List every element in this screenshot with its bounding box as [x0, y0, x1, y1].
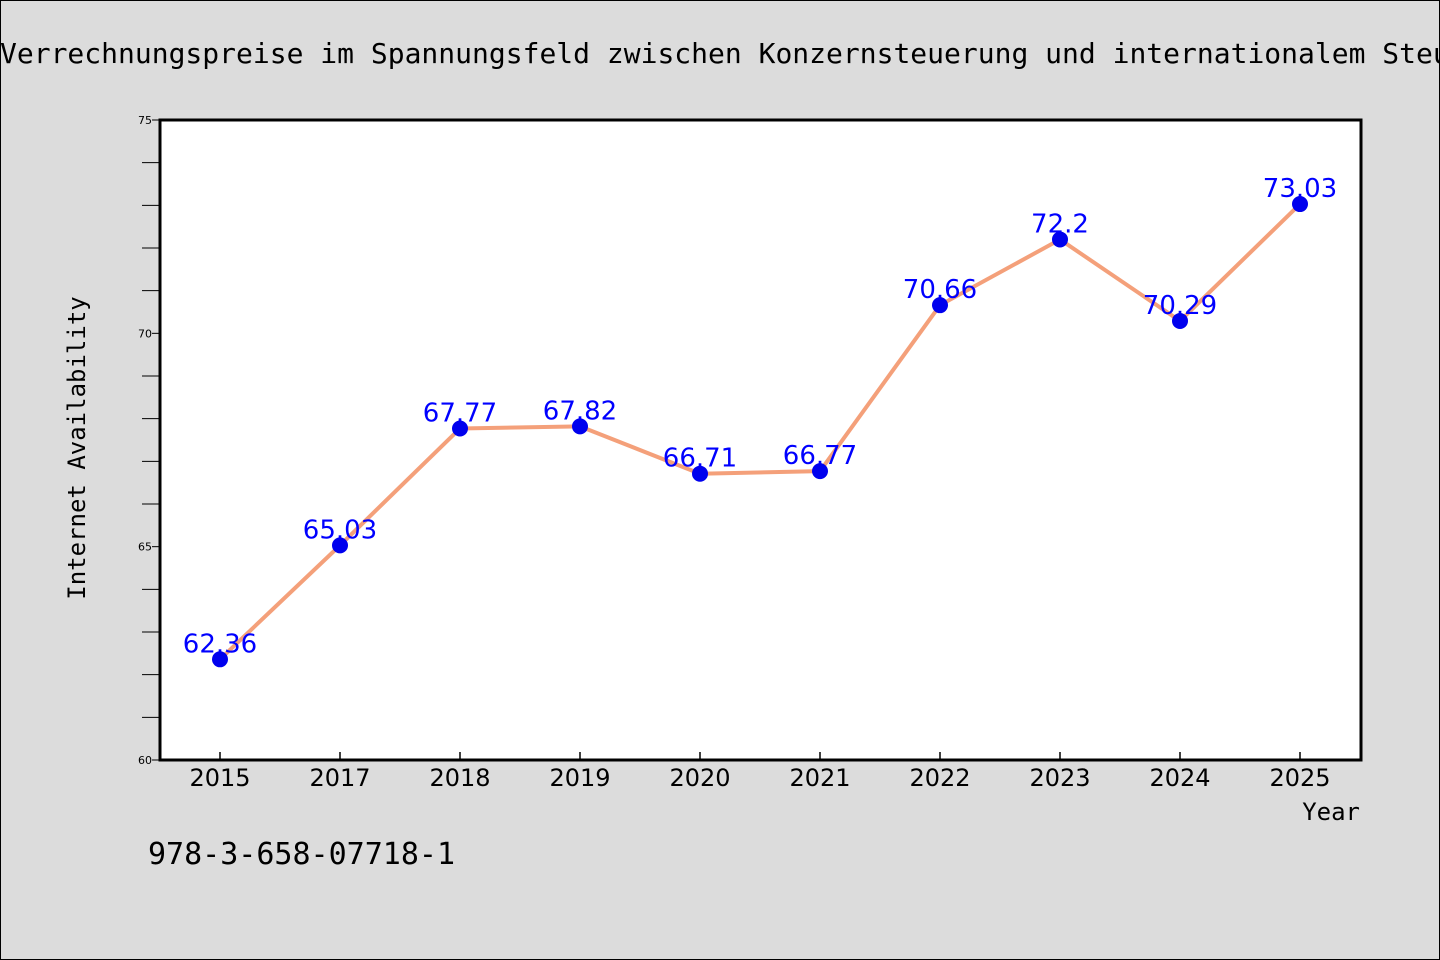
- data-label: 67.77: [423, 398, 497, 428]
- data-point-marker: [1292, 196, 1308, 213]
- data-point-marker: [212, 651, 228, 668]
- data-label: 73.03: [1263, 174, 1337, 204]
- plot-area: [160, 120, 1361, 760]
- series-line: [218, 202, 1302, 662]
- y-tick-label: 75: [138, 114, 152, 127]
- data-point-marker: [1172, 312, 1188, 329]
- data-point-marker: [932, 297, 948, 314]
- data-label: 66.71: [663, 444, 737, 474]
- data-point-marker: [692, 465, 708, 482]
- y-tick-label: 65: [138, 541, 152, 554]
- isbn-text: 978-3-658-07718-1: [148, 837, 455, 872]
- data-label: 62.36: [183, 629, 257, 659]
- x-tick-label: 2023: [1029, 764, 1090, 792]
- data-label: 65.03: [303, 515, 377, 545]
- plot-frame: [158, 118, 1363, 762]
- x-tick-label: 2024: [1149, 764, 1210, 792]
- data-point-marker: [452, 420, 468, 437]
- chart-title: Verrechnungspreise im Spannungsfeld zwis…: [0, 37, 1440, 70]
- x-tick-label: 2017: [309, 764, 370, 792]
- y-tick-label: 70: [138, 327, 152, 340]
- x-tick-label: 2021: [789, 764, 850, 792]
- y-tick-label: 60: [138, 754, 152, 767]
- y-axis-ticks: 60 65 70 75: [138, 114, 160, 767]
- data-label: 72.2: [1031, 209, 1089, 239]
- data-point-marker: [572, 418, 588, 435]
- x-tick-label: 2015: [189, 764, 250, 792]
- data-point-marker: [1052, 231, 1068, 248]
- data-label: 70.66: [903, 275, 977, 305]
- data-label: 70.29: [1143, 291, 1217, 321]
- x-axis-label: Year: [1302, 798, 1360, 826]
- x-tick-label: 2019: [549, 764, 610, 792]
- x-tick-label: 2020: [669, 764, 730, 792]
- data-label: 67.82: [543, 396, 617, 426]
- y-axis-label: Internet Availability: [63, 296, 91, 599]
- data-point-marker: [332, 537, 348, 554]
- series-layer: 62.36 65.03 67.77 67.82 66.71 66.77 70.66 72.2 7…: [183, 174, 1337, 668]
- data-point-marker: [812, 463, 828, 480]
- x-tick-label: 2022: [909, 764, 970, 792]
- x-tick-label: 2025: [1269, 764, 1330, 792]
- x-axis-ticks: 2015 2017 2018 2019 2020 2021 2022 2023 2024 2025: [189, 752, 1331, 792]
- x-tick-label: 2018: [429, 764, 490, 792]
- data-label: 66.77: [783, 441, 857, 471]
